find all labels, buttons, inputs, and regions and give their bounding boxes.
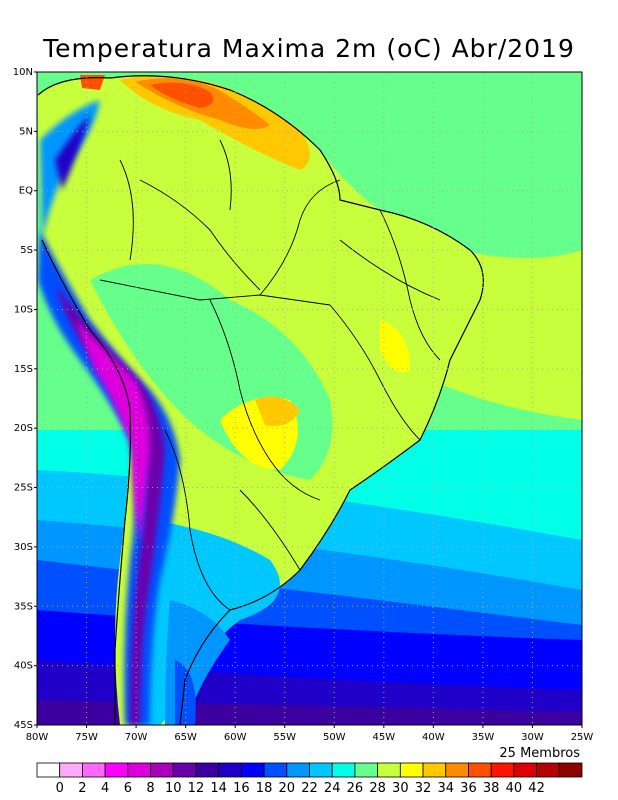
country-borders xyxy=(99,139,441,611)
lon-label: 75W xyxy=(75,732,98,743)
lat-label: 5S xyxy=(20,245,33,256)
colorbar-label: 28 xyxy=(369,781,386,796)
colorbar-swatch xyxy=(263,762,288,778)
colorbar-label: 6 xyxy=(124,781,132,796)
colorbar-label: 12 xyxy=(188,781,205,796)
colorbar-swatch xyxy=(82,762,106,778)
lon-label: 55W xyxy=(273,732,296,743)
colorbar-swatch xyxy=(172,762,197,778)
lat-label: 10N xyxy=(13,67,33,78)
colorbar-swatch xyxy=(354,762,379,778)
colorbar-label: 38 xyxy=(483,781,500,796)
colorbar-swatch xyxy=(240,762,265,778)
colorbar-swatch xyxy=(309,762,333,778)
colorbar-swatch xyxy=(536,762,560,778)
lon-label: 80W xyxy=(26,732,49,743)
colorbar-label: 8 xyxy=(146,781,154,796)
colorbar-swatch xyxy=(104,762,129,778)
colorbar-swatch xyxy=(59,762,83,778)
colorbar-swatch xyxy=(399,762,424,778)
map-title: Temperatura Maxima 2m (oC) Abr/2019 xyxy=(43,34,575,63)
colorbar-swatch xyxy=(490,762,515,778)
lon-label: 60W xyxy=(224,732,247,743)
colorbar-label: 40 xyxy=(506,781,523,796)
colorbar-label: 36 xyxy=(460,781,477,796)
lon-label: 35W xyxy=(472,732,495,743)
colorbar-swatch xyxy=(36,762,61,778)
colorbar-label: 18 xyxy=(256,781,273,796)
lat-label: 40S xyxy=(14,661,33,672)
lon-label: 50W xyxy=(323,732,346,743)
colorbar-label: 14 xyxy=(210,781,227,796)
colorbar-label: 32 xyxy=(415,781,432,796)
lat-label: 5N xyxy=(19,126,33,137)
colorbar-label: 0 xyxy=(56,781,64,796)
colorbar-labels: 0 2 4 6 8 10 12 14 16 18 20 22 24 26 28 30 32 34 36 38 40 42 xyxy=(56,781,545,796)
lon-label: 70W xyxy=(125,732,148,743)
colorbar-swatch xyxy=(195,762,220,778)
lat-label: 20S xyxy=(14,423,33,434)
lat-label: 15S xyxy=(14,364,33,375)
colorbar-swatch xyxy=(218,762,242,778)
colorbar-swatch xyxy=(127,762,151,778)
colorbar-label: 16 xyxy=(233,781,250,796)
colorbar-label: 2 xyxy=(78,781,86,796)
lat-label: EQ xyxy=(19,186,33,197)
colorbar-swatch xyxy=(377,762,401,778)
latitude-labels: 10N 5N EQ 5S 10S 15S 20S 25S 30S 35S 40S 45S xyxy=(13,67,37,731)
colorbar-swatch xyxy=(331,762,356,778)
lon-label: 40W xyxy=(422,732,445,743)
lat-label: 25S xyxy=(14,483,33,494)
temperature-field xyxy=(37,72,582,725)
colorbar xyxy=(36,762,583,778)
colorbar-swatch xyxy=(422,762,447,778)
colorbar-swatch xyxy=(286,762,310,778)
lat-label: 30S xyxy=(14,542,33,553)
lat-label: 10S xyxy=(14,304,33,315)
lon-label: 45W xyxy=(373,732,396,743)
colorbar-label: 42 xyxy=(528,781,545,796)
members-note: 25 Membros xyxy=(499,746,580,761)
colorbar-label: 30 xyxy=(392,781,409,796)
colorbar-swatch xyxy=(445,762,469,778)
longitude-labels: 80W 75W 70W 65W 60W 55W 50W 45W 40W 35W 30W 25W xyxy=(26,725,594,743)
colorbar-label: 22 xyxy=(301,781,318,796)
lon-label: 25W xyxy=(571,732,594,743)
lon-label: 65W xyxy=(174,732,197,743)
colorbar-label: 10 xyxy=(165,781,182,796)
colorbar-label: 24 xyxy=(324,781,341,796)
colorbar-label: 26 xyxy=(347,781,364,796)
lat-lon-grid xyxy=(37,72,582,725)
colorbar-label: 4 xyxy=(101,781,109,796)
colorbar-swatch xyxy=(150,762,174,778)
lat-label: 35S xyxy=(14,601,33,612)
colorbar-swatch xyxy=(513,762,537,778)
lat-label: 45S xyxy=(14,720,33,731)
map-frame xyxy=(36,71,583,726)
colorbar-swatch xyxy=(558,762,583,778)
colorbar-label: 20 xyxy=(279,781,296,796)
lon-label: 30W xyxy=(521,732,544,743)
colorbar-label: 34 xyxy=(437,781,454,796)
colorbar-swatch xyxy=(468,762,492,778)
